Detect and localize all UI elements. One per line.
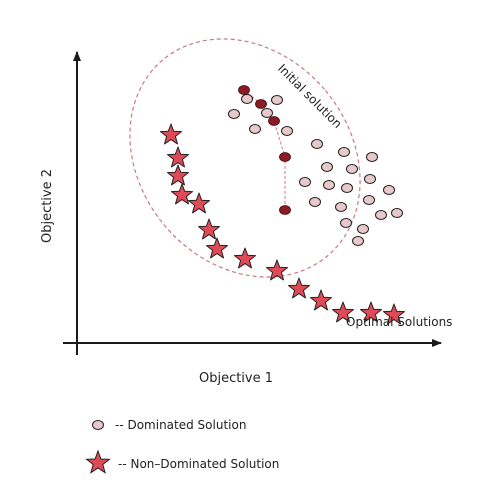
dominated-point bbox=[375, 210, 387, 220]
dominated-point bbox=[299, 177, 311, 187]
dominated-point bbox=[261, 108, 273, 118]
dominated-point bbox=[241, 94, 253, 104]
initial-solution-region bbox=[129, 38, 361, 278]
search-path-point bbox=[279, 205, 291, 215]
y-axis-label: Objective 2 bbox=[40, 169, 55, 243]
x-axis-label: Objective 1 bbox=[199, 371, 273, 386]
dominated-point bbox=[340, 218, 352, 228]
non-dominated-star bbox=[188, 192, 210, 214]
legend-non-dominated-label: -- Non–Dominated Solution bbox=[118, 457, 279, 471]
initial-solution-label: Initial solution bbox=[275, 61, 345, 131]
search-path-line bbox=[243, 89, 286, 210]
dominated-point bbox=[357, 224, 369, 234]
non-dominated-star bbox=[266, 259, 288, 281]
non-dominated-star bbox=[206, 237, 228, 259]
dominated-point bbox=[363, 195, 375, 205]
non-dominated-star bbox=[288, 277, 310, 299]
dominated-point bbox=[391, 208, 403, 218]
search-path-point bbox=[279, 152, 291, 162]
dominated-point bbox=[321, 162, 333, 172]
non-dominated-star bbox=[360, 301, 382, 323]
legend-dominated-marker bbox=[92, 420, 104, 430]
dominated-point bbox=[335, 202, 347, 212]
non-dominated-star bbox=[383, 303, 405, 325]
legend: -- Dominated Solution -- Non–Dominated S… bbox=[85, 418, 279, 474]
dominated-point bbox=[271, 95, 283, 105]
dominated-point bbox=[346, 164, 358, 174]
non-dominated-star bbox=[171, 183, 193, 205]
legend-dominated-label: -- Dominated Solution bbox=[115, 418, 246, 432]
non-dominated-star bbox=[160, 123, 182, 145]
search-path-point bbox=[238, 85, 250, 95]
dominated-point bbox=[228, 109, 240, 119]
non-dominated-star bbox=[198, 218, 220, 240]
search-path-point bbox=[268, 116, 280, 126]
dominated-point bbox=[366, 152, 378, 162]
non-dominated-solutions bbox=[160, 123, 405, 325]
dominated-point bbox=[383, 185, 395, 195]
dominated-point bbox=[281, 126, 293, 136]
search-path bbox=[238, 85, 291, 215]
dominated-point bbox=[249, 124, 261, 134]
dominated-point bbox=[311, 139, 323, 149]
optimal-solutions-label: Optimal Solutions bbox=[346, 315, 452, 329]
non-dominated-star bbox=[167, 164, 189, 186]
dominated-point bbox=[352, 236, 364, 246]
search-path-point bbox=[255, 99, 267, 109]
legend-star-icon bbox=[85, 449, 111, 474]
non-dominated-star bbox=[310, 289, 332, 311]
dominated-point bbox=[323, 180, 335, 190]
dominated-point bbox=[338, 147, 350, 157]
dominated-point bbox=[364, 174, 376, 184]
non-dominated-star bbox=[167, 146, 189, 168]
non-dominated-star bbox=[234, 247, 256, 269]
dominated-point bbox=[309, 197, 321, 207]
dominated-point bbox=[341, 183, 353, 193]
non-dominated-star bbox=[332, 301, 354, 323]
dominated-solutions bbox=[228, 94, 403, 246]
